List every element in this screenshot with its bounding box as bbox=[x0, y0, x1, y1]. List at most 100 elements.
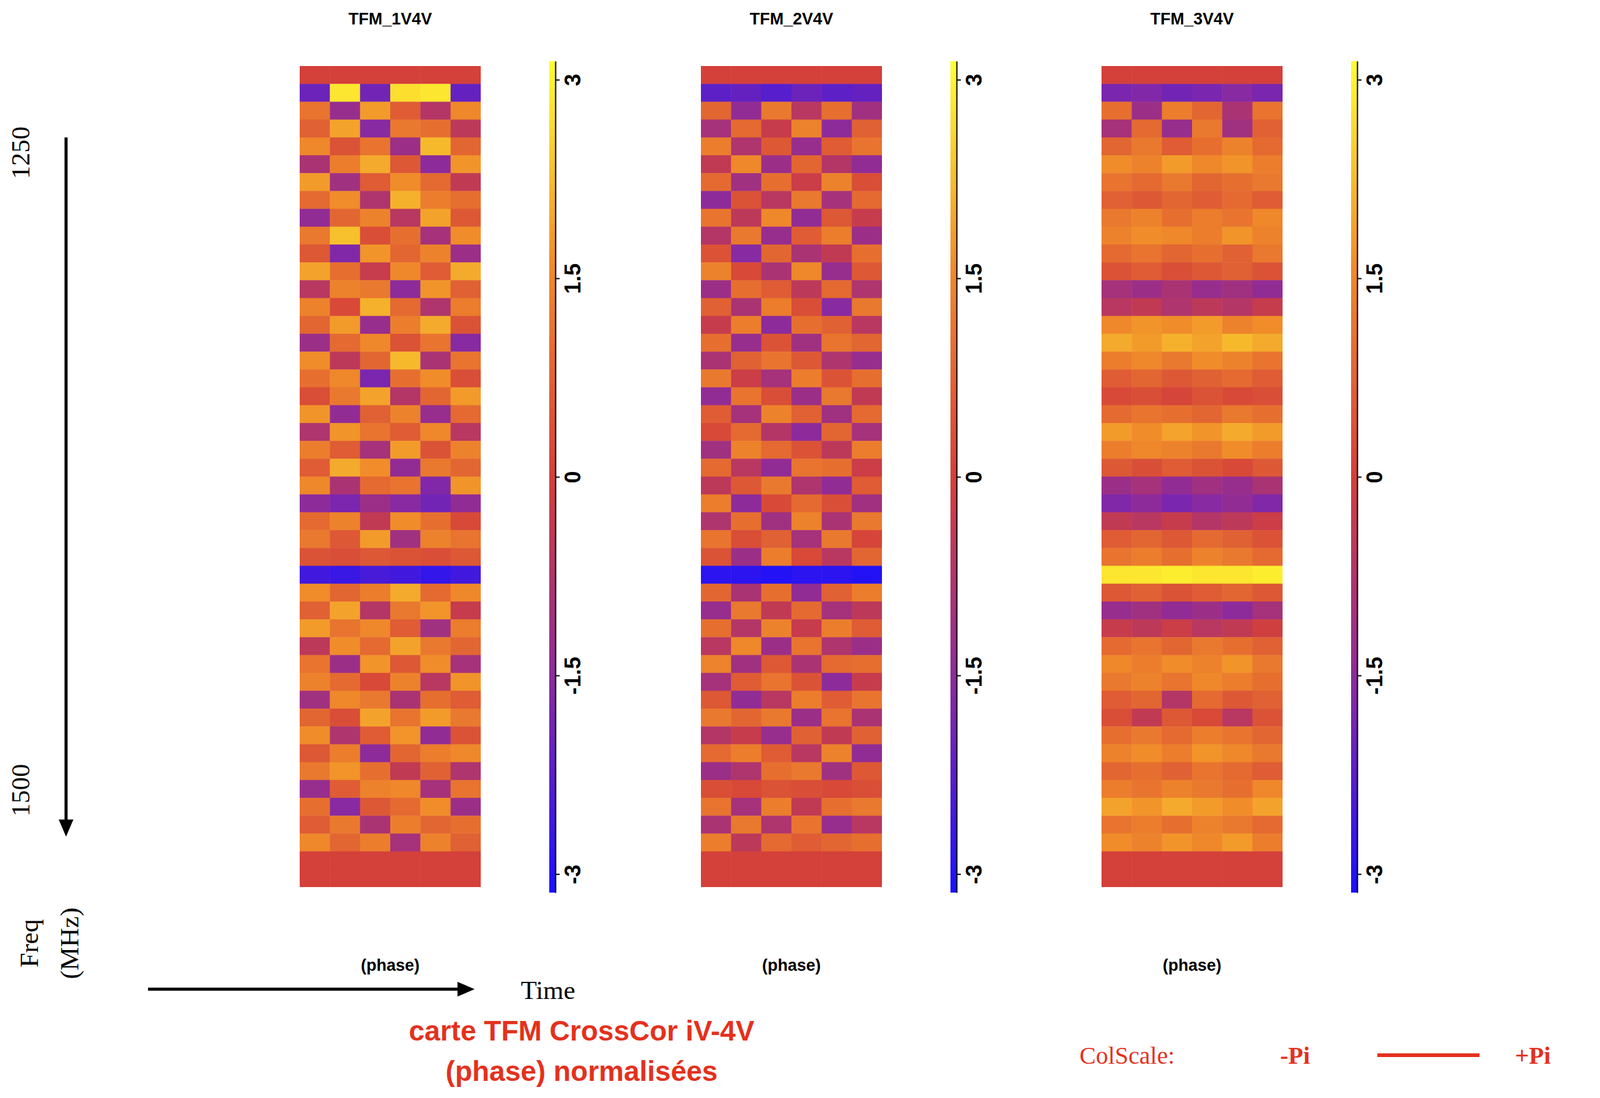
colorbar-tick-label: 3 bbox=[560, 74, 586, 87]
heatmap-cell bbox=[329, 548, 361, 567]
heatmap-cell bbox=[360, 101, 391, 120]
heatmap-cell bbox=[761, 209, 793, 228]
heatmap-cell bbox=[1222, 458, 1253, 478]
heatmap-cell bbox=[761, 244, 793, 263]
heatmap-cell bbox=[299, 637, 331, 656]
heatmap-cell bbox=[1252, 458, 1283, 478]
heatmap-cell bbox=[390, 584, 421, 603]
heatmap-cell bbox=[761, 477, 793, 496]
heatmap-cell bbox=[821, 530, 852, 549]
colorbar-tick: 3 bbox=[956, 74, 987, 87]
heatmap-cell bbox=[299, 101, 331, 120]
heatmap-cell bbox=[420, 762, 451, 782]
heatmap-cell bbox=[700, 619, 732, 638]
heatmap-cell bbox=[791, 405, 823, 424]
heatmap-cell bbox=[1101, 458, 1133, 478]
heatmap-cell bbox=[821, 280, 852, 299]
heatmap-cell bbox=[329, 190, 361, 210]
heatmap-cell bbox=[390, 477, 421, 496]
heatmap-cell bbox=[1252, 119, 1283, 139]
heatmap-cell bbox=[420, 726, 451, 745]
heatmap-cell bbox=[360, 762, 391, 782]
heatmap-cell bbox=[1222, 119, 1253, 139]
heatmap-cell bbox=[420, 619, 451, 638]
heatmap-cell bbox=[299, 744, 331, 763]
heatmap-cell bbox=[821, 333, 852, 353]
heatmap-cell bbox=[360, 137, 391, 156]
heatmap-cell bbox=[761, 691, 793, 710]
heatmap-cell bbox=[791, 119, 823, 139]
heatmap-cell bbox=[1222, 155, 1253, 174]
heatmap-cell bbox=[761, 708, 793, 728]
heatmap-cell bbox=[1252, 387, 1283, 407]
heatmap-cell bbox=[1192, 869, 1223, 888]
heatmap-cell bbox=[390, 119, 421, 139]
heatmap-cell bbox=[299, 512, 331, 531]
heatmap-cell bbox=[1252, 494, 1283, 514]
heatmap-cell bbox=[420, 708, 451, 728]
heatmap-cell bbox=[1222, 440, 1253, 460]
heatmap-cell bbox=[1222, 226, 1253, 246]
heatmap-cell bbox=[761, 137, 793, 156]
colorbar-tick-label: -1.5 bbox=[560, 656, 586, 695]
heatmap-cell bbox=[329, 708, 361, 728]
heatmap-cell bbox=[1222, 333, 1253, 353]
heatmap-cell bbox=[329, 512, 361, 531]
heatmap-cell bbox=[851, 226, 882, 246]
heatmap-cell bbox=[761, 66, 793, 85]
heatmap-cell bbox=[360, 815, 391, 835]
heatmap-cell bbox=[329, 387, 361, 407]
heatmap-cell bbox=[700, 548, 732, 567]
heatmap-cell bbox=[1101, 512, 1133, 531]
heatmap-cell bbox=[1252, 762, 1283, 782]
heatmap-cell bbox=[1101, 83, 1133, 103]
heatmap-cell bbox=[1252, 423, 1283, 442]
heatmap-cell bbox=[1162, 726, 1193, 745]
heatmap-cell bbox=[360, 512, 391, 531]
heatmap-cell bbox=[1222, 101, 1253, 120]
heatmap-cell bbox=[450, 458, 481, 478]
heatmap-cell bbox=[1101, 851, 1133, 871]
heatmap-cell bbox=[420, 333, 451, 353]
heatmap-cell bbox=[730, 244, 762, 263]
heatmap-cell bbox=[360, 262, 391, 281]
heatmap-cell bbox=[1222, 833, 1253, 852]
heatmap-cell bbox=[450, 584, 481, 603]
heatmap-cell bbox=[1162, 744, 1193, 763]
heatmap-cell bbox=[1252, 209, 1283, 228]
heatmap-cell bbox=[1252, 66, 1283, 85]
heatmap-cell bbox=[1162, 351, 1193, 371]
colorbar-tick-label: -1.5 bbox=[1362, 656, 1388, 695]
frequency-tick-label: 1500 bbox=[6, 764, 35, 818]
heatmap-cell bbox=[1101, 226, 1133, 246]
heatmap-cell bbox=[360, 726, 391, 745]
heatmap-cell bbox=[700, 744, 732, 763]
heatmap-cell bbox=[1222, 316, 1253, 335]
heatmap-cell bbox=[329, 726, 361, 745]
heatmap-cell bbox=[390, 244, 421, 263]
heatmap-cell bbox=[851, 762, 882, 782]
heatmap-cell bbox=[1192, 655, 1223, 674]
heatmap-cell bbox=[299, 226, 331, 246]
heatmap-cell bbox=[1162, 691, 1193, 710]
heatmap-cell bbox=[450, 137, 481, 156]
heatmap-cell bbox=[1222, 565, 1253, 585]
heatmap-cell bbox=[821, 440, 852, 460]
heatmap-cell bbox=[420, 440, 451, 460]
heatmap-cell bbox=[329, 477, 361, 496]
heatmap-cell bbox=[700, 262, 732, 281]
heatmap-cell bbox=[821, 584, 852, 603]
heatmap-cell bbox=[700, 316, 732, 335]
heatmap-cell bbox=[360, 851, 391, 871]
heatmap-cell bbox=[730, 101, 762, 120]
heatmap-cell bbox=[1252, 673, 1283, 692]
heatmap-cell bbox=[851, 137, 882, 156]
colorbar-tick-mark bbox=[956, 874, 961, 876]
heatmap-cell bbox=[791, 655, 823, 674]
heatmap-cell bbox=[360, 209, 391, 228]
heatmap-cell bbox=[1131, 744, 1163, 763]
heatmap-cell bbox=[1101, 565, 1133, 585]
heatmap-cell bbox=[791, 815, 823, 835]
frequency-axis-title-line: Freq bbox=[14, 919, 44, 969]
heatmap-cell bbox=[791, 244, 823, 263]
